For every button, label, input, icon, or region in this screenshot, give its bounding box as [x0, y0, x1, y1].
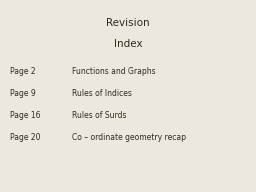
Text: Page 16: Page 16 — [10, 111, 41, 120]
Text: Rules of Indices: Rules of Indices — [72, 89, 132, 98]
Text: Functions and Graphs: Functions and Graphs — [72, 67, 155, 75]
Text: Page 2: Page 2 — [10, 67, 36, 75]
Text: Index: Index — [114, 39, 142, 49]
Text: Co – ordinate geometry recap: Co – ordinate geometry recap — [72, 133, 186, 142]
Text: Page 9: Page 9 — [10, 89, 36, 98]
Text: Revision: Revision — [106, 18, 150, 28]
Text: Page 20: Page 20 — [10, 133, 41, 142]
Text: Rules of Surds: Rules of Surds — [72, 111, 126, 120]
